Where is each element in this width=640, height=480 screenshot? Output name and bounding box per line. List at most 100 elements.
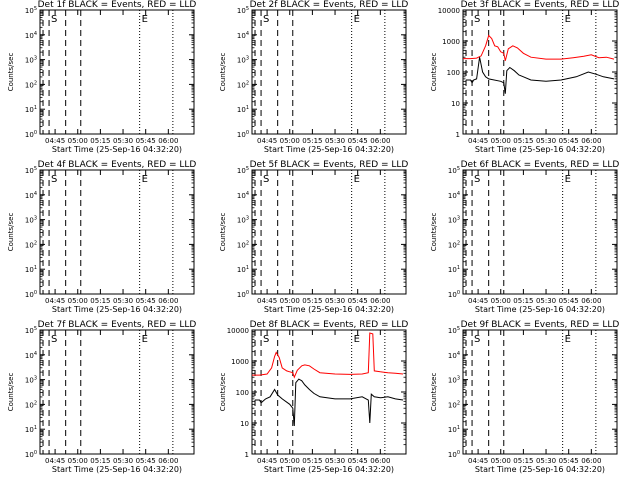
- panel-title: Det 4f BLACK = Events, RED = LLD: [38, 160, 197, 170]
- y-tick-label: 105: [25, 326, 37, 335]
- y-tick-label: 104: [237, 191, 249, 200]
- x-axis-label: Start Time (25-Sep-16 04:32:20): [475, 465, 605, 474]
- y-axis-label: Counts/sec: [7, 53, 15, 92]
- panel-title: Det 5f BLACK = Events, RED = LLD: [250, 160, 409, 170]
- y-tick-label: 100: [447, 69, 460, 77]
- plot-frame: [39, 329, 195, 455]
- plot-frame: [39, 9, 195, 135]
- x-tick-label: 06:00: [581, 457, 601, 465]
- x-tick-label: 04:45: [45, 457, 65, 465]
- x-tick-label: 05:15: [302, 137, 322, 145]
- x-tick-label: 05:15: [90, 457, 110, 465]
- x-tick-label: 05:00: [491, 137, 511, 145]
- y-tick-label: 101: [25, 425, 37, 434]
- time-marker-label: E: [142, 334, 148, 345]
- y-tick-label: 102: [25, 80, 37, 89]
- series-line-lld: [463, 34, 615, 61]
- x-tick-label: 04:45: [45, 297, 65, 305]
- x-tick-label: 04:45: [468, 297, 488, 305]
- y-tick-label: 103: [25, 216, 37, 225]
- plot-frame: [251, 9, 407, 135]
- y-axis-label: Counts/sec: [430, 373, 438, 412]
- y-tick-label: 103: [448, 216, 460, 225]
- y-tick-label: 100: [237, 290, 249, 299]
- x-axis-label: Start Time (25-Sep-16 04:32:20): [52, 145, 182, 154]
- x-axis-label: Start Time (25-Sep-16 04:32:20): [475, 305, 605, 314]
- plot-frame: [462, 329, 618, 455]
- y-tick-label: 103: [448, 376, 460, 385]
- y-tick-label: 102: [25, 240, 37, 249]
- x-tick-label: 05:30: [325, 297, 345, 305]
- x-tick-label: 05:00: [68, 297, 88, 305]
- detector-panel: Det 4f BLACK = Events, RED = LLD 100 101 10…: [7, 160, 196, 314]
- x-tick-label: 05:45: [136, 137, 156, 145]
- y-tick-label: 103: [237, 56, 249, 65]
- panel-title: Det 2f BLACK = Events, RED = LLD: [250, 0, 409, 10]
- y-axis-label: Counts/sec: [219, 213, 227, 252]
- y-tick-label: 102: [448, 400, 460, 409]
- x-tick-label: 05:15: [302, 457, 322, 465]
- y-tick-label: 100: [448, 450, 460, 459]
- x-axis-label: Start Time (25-Sep-16 04:32:20): [52, 305, 182, 314]
- series-line-events: [466, 57, 615, 94]
- x-tick-label: 04:45: [468, 457, 488, 465]
- y-tick-label: 101: [25, 265, 37, 274]
- time-marker-label: E: [565, 334, 571, 345]
- y-tick-label: 100: [25, 290, 37, 299]
- x-tick-label: 05:30: [325, 457, 345, 465]
- y-axis-label: Counts/sec: [430, 53, 438, 92]
- y-tick-label: 1: [245, 451, 249, 459]
- detector-panel: Det 8f BLACK = Events, RED = LLD 1 10 100 10…: [219, 320, 408, 474]
- x-tick-label: 05:30: [536, 297, 556, 305]
- y-axis-label: Counts/sec: [7, 213, 15, 252]
- y-tick-label: 103: [25, 56, 37, 65]
- y-tick-label: 10: [451, 100, 460, 108]
- y-tick-label: 100: [236, 389, 249, 397]
- y-tick-label: 10000: [438, 7, 460, 15]
- series-line-events: [255, 378, 404, 427]
- x-tick-label: 05:00: [280, 137, 300, 145]
- detector-panel: Det 6f BLACK = Events, RED = LLD 100 101 10…: [430, 160, 619, 314]
- x-axis-label: Start Time (25-Sep-16 04:32:20): [475, 145, 605, 154]
- x-tick-label: 05:00: [280, 457, 300, 465]
- x-tick-label: 05:45: [559, 457, 579, 465]
- time-marker-label: E: [565, 14, 571, 25]
- x-tick-label: 04:45: [468, 137, 488, 145]
- plot-frame: [251, 329, 407, 455]
- panel-title: Det 1f BLACK = Events, RED = LLD: [38, 0, 197, 10]
- x-tick-label: 05:45: [348, 457, 368, 465]
- x-axis-label: Start Time (25-Sep-16 04:32:20): [52, 465, 182, 474]
- x-tick-label: 04:45: [257, 297, 277, 305]
- x-tick-label: 06:00: [158, 297, 178, 305]
- x-tick-label: 05:45: [559, 137, 579, 145]
- y-tick-label: 104: [25, 351, 37, 360]
- detector-panel: Det 5f BLACK = Events, RED = LLD 100 101 10…: [219, 160, 408, 314]
- y-tick-label: 102: [448, 240, 460, 249]
- y-axis-label: Counts/sec: [430, 213, 438, 252]
- time-marker-label: S: [51, 334, 57, 345]
- x-tick-label: 05:30: [113, 457, 133, 465]
- x-tick-label: 05:45: [136, 297, 156, 305]
- time-marker-label: E: [142, 14, 148, 25]
- y-axis-label: Counts/sec: [7, 373, 15, 412]
- panel-title: Det 3f BLACK = Events, RED = LLD: [461, 0, 620, 10]
- panel-title: Det 8f BLACK = Events, RED = LLD: [250, 320, 409, 330]
- x-tick-label: 05:30: [113, 297, 133, 305]
- detector-panel: Det 7f BLACK = Events, RED = LLD 100 101 10…: [7, 320, 196, 474]
- time-marker-label: S: [263, 14, 269, 25]
- detector-panel: Det 2f BLACK = Events, RED = LLD 100 101 10…: [219, 0, 408, 154]
- time-marker-label: S: [51, 174, 57, 185]
- y-tick-label: 101: [237, 265, 249, 274]
- time-marker-label: E: [354, 174, 360, 185]
- y-tick-label: 10: [240, 420, 249, 428]
- x-tick-label: 05:45: [559, 297, 579, 305]
- x-tick-label: 06:00: [370, 137, 390, 145]
- y-tick-label: 105: [237, 6, 249, 15]
- y-tick-label: 105: [448, 166, 460, 175]
- x-tick-label: 06:00: [370, 297, 390, 305]
- y-tick-label: 104: [448, 191, 460, 200]
- y-tick-label: 104: [448, 351, 460, 360]
- plot-frame: [462, 9, 618, 135]
- y-tick-label: 1000: [442, 38, 460, 46]
- y-tick-label: 103: [25, 376, 37, 385]
